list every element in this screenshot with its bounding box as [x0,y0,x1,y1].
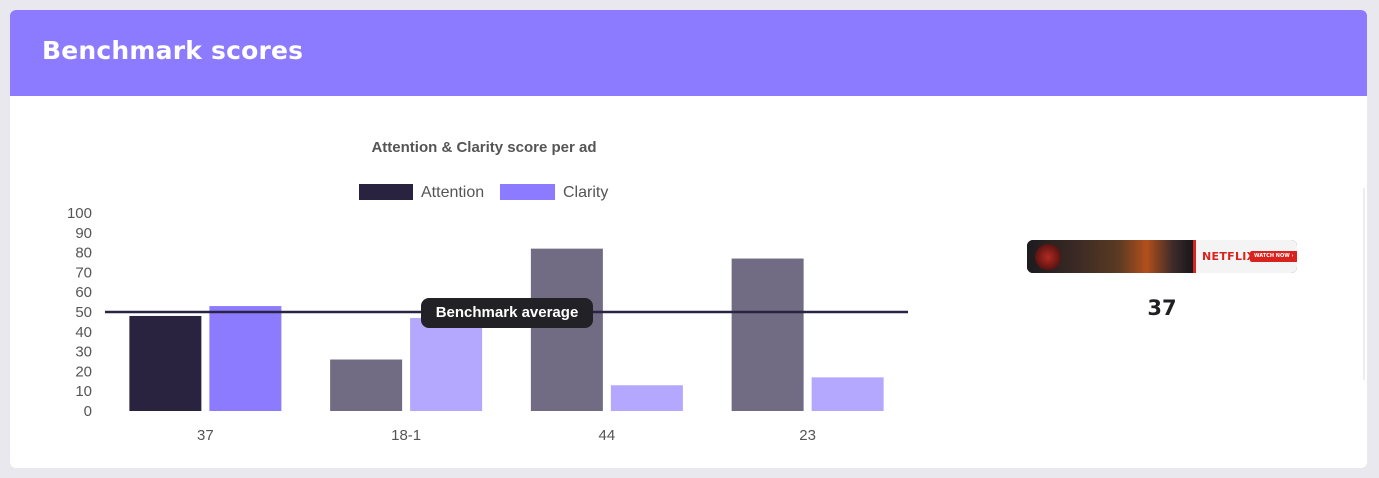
ad-preview-thumbnail[interactable]: NETFLIX WATCH NOW › [1027,240,1297,273]
y-tick-label: 90 [75,225,92,242]
x-tick-label: 44 [599,427,616,444]
bar-clarity-44[interactable] [610,385,683,411]
benchmark-card: Benchmark scores Attention & Clarity sco… [10,10,1367,468]
ad-preview-caption: 37 [1147,296,1177,320]
bar-clarity-18-1[interactable] [410,317,483,411]
bar-attention-37[interactable] [129,315,202,411]
bar-clarity-37[interactable] [209,306,282,411]
benchmark-average-badge-bg [421,298,593,328]
x-axis: 37 18-1 44 23 [197,427,816,444]
legend-label-attention: Attention [421,184,484,201]
panel-divider [1363,188,1365,380]
chart-legend: Attention Clarity [359,184,608,201]
benchmark-average-badge: Benchmark average [421,298,593,328]
attention-clarity-chart: Attention & Clarity score per ad Attenti… [67,139,908,444]
ad-divider [1193,240,1196,273]
x-tick-label: 18-1 [391,427,421,444]
chart-title: Attention & Clarity score per ad [371,139,596,156]
bar-attention-18-1[interactable] [330,359,403,411]
ad-brand-logo: NETFLIX [1202,250,1256,263]
legend-swatch-attention [359,184,413,200]
benchmark-average-label: Benchmark average [436,304,579,321]
y-axis: 0 10 20 30 40 50 60 70 80 90 100 [67,205,92,420]
x-tick-label: 23 [799,427,816,444]
card-title: Benchmark scores [42,36,304,65]
card-header: Benchmark scores [10,10,1367,96]
y-tick-label: 100 [67,205,92,222]
show-logo-icon [1035,244,1061,270]
y-tick-label: 40 [75,324,92,341]
bar-attention-23[interactable] [731,258,804,411]
legend-swatch-clarity [500,184,555,200]
legend-label-clarity: Clarity [563,184,608,201]
bars-group [129,248,884,411]
x-tick-label: 37 [197,427,214,444]
y-tick-label: 10 [75,383,92,400]
y-tick-label: 50 [75,304,92,321]
y-tick-label: 80 [75,245,92,262]
bar-clarity-23[interactable] [811,377,884,411]
y-tick-label: 60 [75,284,92,301]
y-tick-label: 20 [75,363,92,380]
y-tick-label: 70 [75,264,92,281]
y-tick-label: 30 [75,344,92,361]
ad-watch-now-button: WATCH NOW › [1250,251,1297,262]
bar-attention-44[interactable] [530,248,603,411]
y-tick-label: 0 [84,403,92,420]
